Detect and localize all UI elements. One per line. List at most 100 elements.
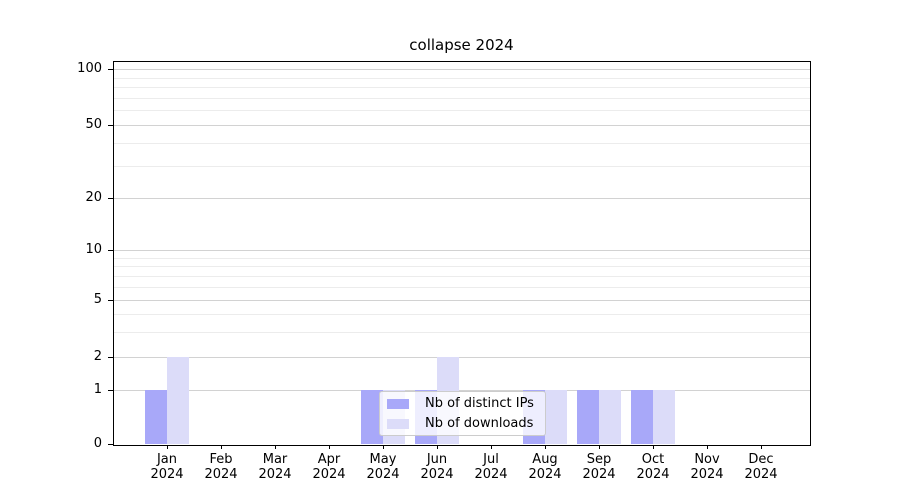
x-tick-label: Dec 2024 — [731, 452, 791, 482]
x-tick-month: Sep — [586, 452, 612, 467]
legend-item-downloads: Nb of downloads — [387, 415, 538, 432]
x-tick-year: 2024 — [636, 467, 670, 482]
x-tick-month: Aug — [532, 452, 558, 467]
legend-item-distinct-ips: Nb of distinct IPs — [387, 395, 538, 412]
bar-downloads — [167, 357, 189, 444]
x-tick-mark — [599, 445, 600, 449]
x-tick-mark — [761, 445, 762, 449]
bar-distinct-ips — [361, 390, 383, 444]
y-tick-label: 2 — [93, 349, 102, 364]
gridline-minor — [113, 166, 810, 167]
y-tick-mark — [108, 125, 113, 126]
x-tick-year: 2024 — [366, 467, 400, 482]
gridline-minor — [113, 287, 810, 288]
gridline-minor — [113, 98, 810, 99]
legend-label-downloads: Nb of downloads — [425, 416, 534, 431]
x-tick-month: Dec — [748, 452, 774, 467]
y-tick-label: 1 — [93, 382, 102, 397]
y-tick-mark — [108, 198, 113, 199]
y-tick-mark — [108, 250, 113, 251]
x-tick-year: 2024 — [420, 467, 454, 482]
gridline-minor — [113, 314, 810, 315]
gridline-minor — [113, 78, 810, 79]
x-tick-label: Nov 2024 — [677, 452, 737, 482]
x-tick-year: 2024 — [474, 467, 508, 482]
x-tick-year: 2024 — [150, 467, 184, 482]
x-tick-mark — [275, 445, 276, 449]
bar-downloads — [599, 390, 621, 444]
x-tick-label: May 2024 — [353, 452, 413, 482]
gridline-major — [113, 250, 810, 251]
gridline-major — [113, 198, 810, 199]
chart-title: collapse 2024 — [409, 36, 514, 54]
x-tick-label: Oct 2024 — [623, 452, 683, 482]
x-tick-label: Jan 2024 — [137, 452, 197, 482]
y-tick-label: 50 — [85, 117, 102, 132]
bar-distinct-ips — [631, 390, 653, 444]
x-tick-year: 2024 — [204, 467, 238, 482]
x-tick-mark — [653, 445, 654, 449]
y-tick-label: 100 — [77, 61, 102, 76]
bar-downloads — [545, 390, 567, 444]
legend-swatch-distinct-ips — [387, 398, 409, 409]
x-tick-month: Jun — [426, 452, 448, 467]
y-tick-label: 5 — [93, 292, 102, 307]
x-tick-year: 2024 — [690, 467, 724, 482]
gridline-major — [113, 125, 810, 126]
x-tick-mark — [167, 445, 168, 449]
x-tick-label: Mar 2024 — [245, 452, 305, 482]
y-tick-mark — [108, 300, 113, 301]
x-tick-year: 2024 — [312, 467, 346, 482]
y-tick-label: 10 — [85, 242, 102, 257]
x-tick-label: Sep 2024 — [569, 452, 629, 482]
x-tick-mark — [383, 445, 384, 449]
x-tick-mark — [221, 445, 222, 449]
bar-distinct-ips — [145, 390, 167, 444]
gridline-major — [113, 69, 810, 70]
x-tick-label: Aug 2024 — [515, 452, 575, 482]
gridline-major — [113, 300, 810, 301]
x-tick-month: Nov — [694, 452, 720, 467]
x-tick-year: 2024 — [528, 467, 562, 482]
x-tick-mark — [707, 445, 708, 449]
legend: Nb of distinct IPs Nb of downloads — [379, 391, 546, 436]
gridline-minor — [113, 110, 810, 111]
x-tick-month: Apr — [317, 452, 341, 467]
y-tick-label: 0 — [93, 436, 102, 451]
x-tick-year: 2024 — [582, 467, 616, 482]
x-tick-month: May — [369, 452, 397, 467]
x-tick-year: 2024 — [258, 467, 292, 482]
gridline-minor — [113, 266, 810, 267]
gridline-major — [113, 357, 810, 358]
gridline-minor — [113, 87, 810, 88]
gridline-major — [113, 390, 810, 391]
x-tick-mark — [545, 445, 546, 449]
x-tick-label: Feb 2024 — [191, 452, 251, 482]
x-tick-month: Feb — [209, 452, 233, 467]
x-tick-label: Apr 2024 — [299, 452, 359, 482]
x-tick-month: Jan — [156, 452, 178, 467]
y-tick-mark — [108, 69, 113, 70]
x-tick-mark — [329, 445, 330, 449]
legend-label-distinct-ips: Nb of distinct IPs — [425, 396, 534, 411]
x-tick-year: 2024 — [744, 467, 778, 482]
y-tick-mark — [108, 390, 113, 391]
y-tick-label: 20 — [85, 190, 102, 205]
x-tick-month: Mar — [262, 452, 288, 467]
gridline-minor — [113, 276, 810, 277]
bar-distinct-ips — [577, 390, 599, 444]
x-tick-label: Jun 2024 — [407, 452, 467, 482]
gridline-minor — [113, 258, 810, 259]
x-tick-month: Jul — [483, 452, 499, 467]
legend-swatch-downloads — [387, 418, 409, 429]
y-tick-mark — [108, 444, 113, 445]
y-tick-mark — [108, 357, 113, 358]
gridline-minor — [113, 332, 810, 333]
gridline-minor — [113, 143, 810, 144]
x-tick-mark — [491, 445, 492, 449]
x-tick-label: Jul 2024 — [461, 452, 521, 482]
bar-downloads — [653, 390, 675, 444]
